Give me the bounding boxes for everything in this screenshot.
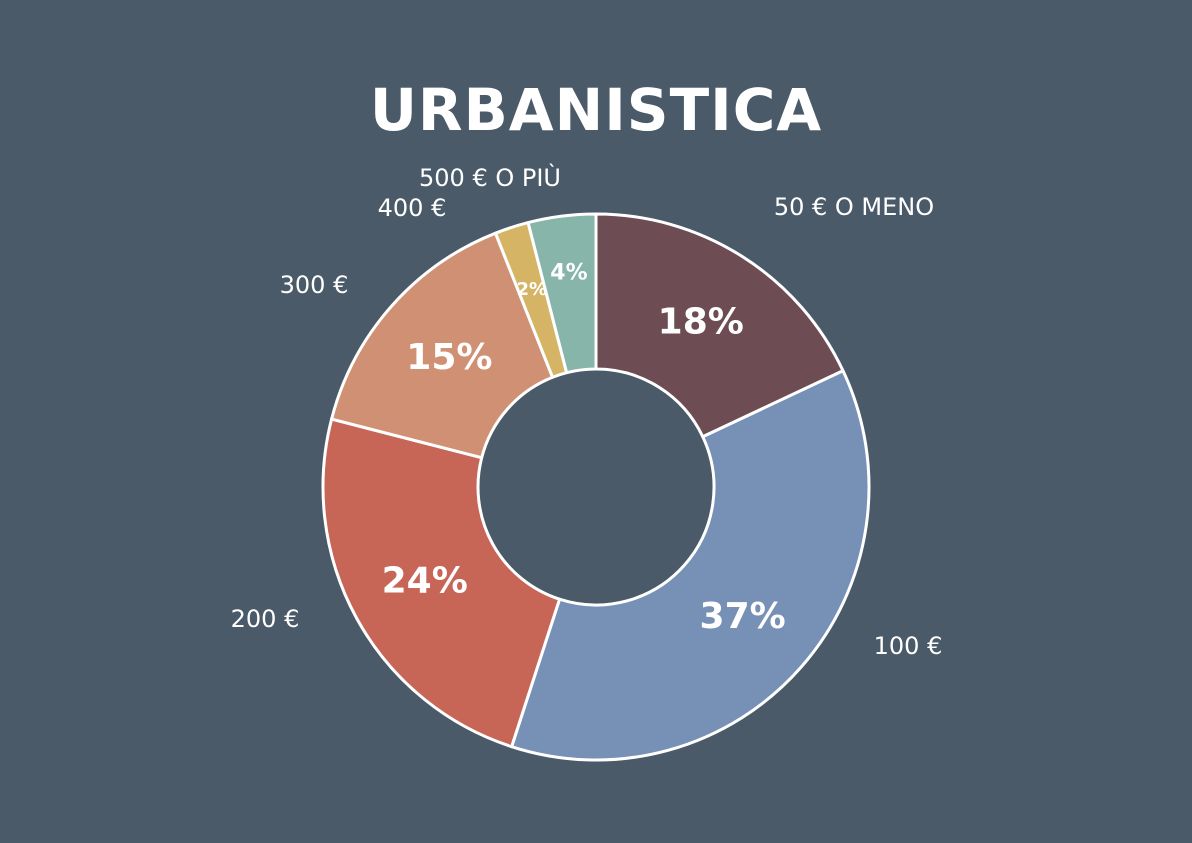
percent-label-500-o-pi: 4% bbox=[550, 261, 587, 286]
category-label-50-o-meno: 50 € O MENO bbox=[774, 193, 934, 221]
percent-label-400: 2% bbox=[516, 279, 547, 300]
category-label-100: 100 € bbox=[874, 632, 943, 660]
slice-50-o-meno bbox=[594, 212, 845, 439]
slice-100 bbox=[510, 369, 871, 762]
percent-label-100: 37% bbox=[700, 596, 786, 637]
percent-labels: 18% 37% 24% 15% 2%4% bbox=[382, 261, 786, 637]
percent-label-200: 24% bbox=[382, 561, 468, 602]
percent-label-300: 15% bbox=[406, 337, 492, 378]
category-label-300: 300 € bbox=[280, 271, 349, 299]
category-label-500-o-pi: 500 € O PIÙ bbox=[419, 162, 561, 192]
category-label-200: 200 € bbox=[231, 605, 300, 633]
chart-title: URBANISTICA bbox=[369, 76, 823, 144]
slice-500-o-pi bbox=[526, 212, 598, 375]
category-labels: 50 € O MENO 100 € 200 € 300 € 400 €500 € O P… bbox=[231, 162, 943, 660]
slice-300 bbox=[330, 231, 555, 460]
slices-layer bbox=[321, 212, 871, 762]
category-label-400: 400 € bbox=[378, 194, 447, 222]
percent-label-50-o-meno: 18% bbox=[658, 301, 744, 342]
slice-200 bbox=[321, 417, 562, 749]
